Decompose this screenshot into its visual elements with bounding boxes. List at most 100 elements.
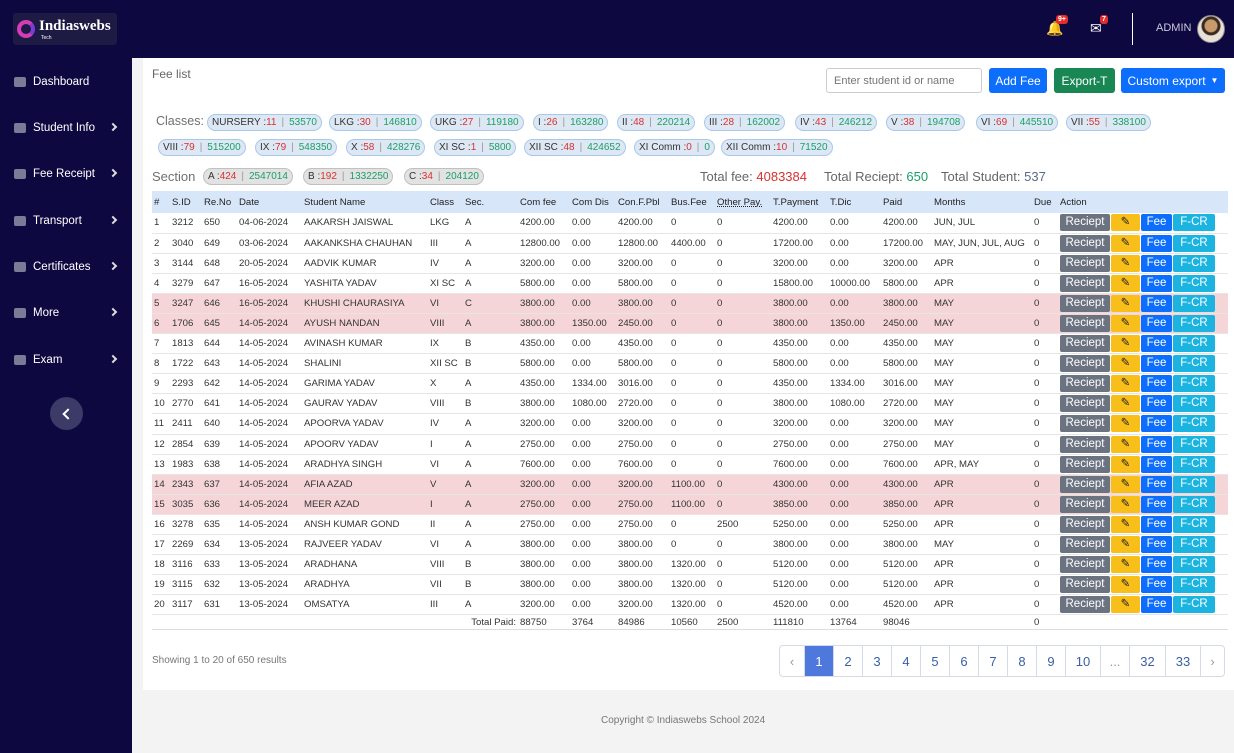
filter-chip[interactable]: XI SC :1 | 5800 (434, 139, 517, 156)
pagination-page[interactable]: 32 (1129, 646, 1165, 676)
filter-chip[interactable]: NURSERY :11 | 53570 (207, 114, 322, 131)
filter-chip[interactable]: A :424 | 2547014 (203, 168, 293, 185)
pagination-next[interactable]: › (1200, 646, 1224, 676)
filter-chip[interactable]: II :48 | 220214 (617, 114, 696, 131)
pagination-page[interactable]: 3 (862, 646, 891, 676)
search-input[interactable] (826, 68, 982, 93)
fcr-button[interactable]: F-CR (1173, 375, 1215, 393)
fee-button[interactable]: Fee (1141, 556, 1172, 574)
filter-chip[interactable]: VII :55 | 338100 (1066, 114, 1151, 131)
filter-chip[interactable]: B :192 | 1332250 (303, 168, 394, 185)
fcr-button[interactable]: F-CR (1173, 435, 1215, 453)
edit-icon[interactable]: ✎ (1111, 455, 1140, 473)
filter-chip[interactable]: LKG :30 | 146810 (329, 114, 422, 131)
edit-icon[interactable]: ✎ (1111, 234, 1140, 252)
receipt-button[interactable]: Reciept (1060, 375, 1110, 393)
fcr-button[interactable]: F-CR (1173, 274, 1215, 292)
fcr-button[interactable]: F-CR (1173, 596, 1215, 614)
edit-icon[interactable]: ✎ (1111, 435, 1140, 453)
fee-button[interactable]: Fee (1141, 254, 1172, 272)
fcr-button[interactable]: F-CR (1173, 294, 1215, 312)
pagination-page[interactable]: 2 (833, 646, 862, 676)
fcr-button[interactable]: F-CR (1173, 254, 1215, 272)
edit-icon[interactable]: ✎ (1111, 576, 1140, 594)
filter-chip[interactable]: V :38 | 194708 (886, 114, 966, 131)
fcr-button[interactable]: F-CR (1173, 335, 1215, 353)
brand-logo[interactable]: Indiaswebs Tech (13, 13, 117, 45)
receipt-button[interactable]: Reciept (1060, 294, 1110, 312)
edit-icon[interactable]: ✎ (1111, 596, 1140, 614)
receipt-button[interactable]: Reciept (1060, 415, 1110, 433)
add-fee-button[interactable]: Add Fee (989, 68, 1047, 93)
edit-icon[interactable]: ✎ (1111, 395, 1140, 413)
receipt-button[interactable]: Reciept (1060, 596, 1110, 614)
pagination-page[interactable]: 9 (1036, 646, 1065, 676)
pagination-page[interactable]: 1 (804, 646, 833, 676)
fcr-button[interactable]: F-CR (1173, 495, 1215, 513)
receipt-button[interactable]: Reciept (1060, 556, 1110, 574)
sidebar-item-dashboard[interactable]: Dashboard (0, 70, 132, 94)
fcr-button[interactable]: F-CR (1173, 355, 1215, 373)
envelope-icon[interactable]: ✉ 7 (1090, 15, 1108, 36)
fee-button[interactable]: Fee (1141, 536, 1172, 554)
fcr-button[interactable]: F-CR (1173, 556, 1215, 574)
pagination-page[interactable]: 5 (920, 646, 949, 676)
receipt-button[interactable]: Reciept (1060, 536, 1110, 554)
edit-icon[interactable]: ✎ (1111, 495, 1140, 513)
fee-button[interactable]: Fee (1141, 315, 1172, 333)
edit-icon[interactable]: ✎ (1111, 355, 1140, 373)
receipt-button[interactable]: Reciept (1060, 315, 1110, 333)
user-name[interactable]: ADMIN (1156, 22, 1192, 34)
receipt-button[interactable]: Reciept (1060, 355, 1110, 373)
custom-export-dropdown[interactable]: Custom export ▼ (1121, 68, 1225, 93)
receipt-button[interactable]: Reciept (1060, 455, 1110, 473)
fee-button[interactable]: Fee (1141, 435, 1172, 453)
filter-chip[interactable]: VI :69 | 445510 (976, 114, 1059, 131)
filter-chip[interactable]: VIII :79 | 515200 (158, 139, 246, 156)
receipt-button[interactable]: Reciept (1060, 214, 1110, 232)
fcr-button[interactable]: F-CR (1173, 214, 1215, 232)
bell-icon[interactable]: 🔔 9+ (1046, 15, 1068, 36)
edit-icon[interactable]: ✎ (1111, 214, 1140, 232)
receipt-button[interactable]: Reciept (1060, 395, 1110, 413)
filter-chip[interactable]: IX :79 | 548350 (255, 139, 338, 156)
sidebar-item-exam[interactable]: Exam (0, 348, 132, 372)
fee-button[interactable]: Fee (1141, 576, 1172, 594)
fcr-button[interactable]: F-CR (1173, 455, 1215, 473)
fee-button[interactable]: Fee (1141, 596, 1172, 614)
fcr-button[interactable]: F-CR (1173, 576, 1215, 594)
fee-button[interactable]: Fee (1141, 515, 1172, 533)
edit-icon[interactable]: ✎ (1111, 274, 1140, 292)
edit-icon[interactable]: ✎ (1111, 556, 1140, 574)
pagination-page[interactable]: 4 (891, 646, 920, 676)
edit-icon[interactable]: ✎ (1111, 515, 1140, 533)
fcr-button[interactable]: F-CR (1173, 315, 1215, 333)
fee-button[interactable]: Fee (1141, 335, 1172, 353)
filter-chip[interactable]: XII SC :48 | 424652 (524, 139, 626, 156)
receipt-button[interactable]: Reciept (1060, 435, 1110, 453)
filter-chip[interactable]: XI Comm :0 | 0 (634, 139, 715, 156)
edit-icon[interactable]: ✎ (1111, 536, 1140, 554)
filter-chip[interactable]: III :28 | 162002 (704, 114, 786, 131)
receipt-button[interactable]: Reciept (1060, 475, 1110, 493)
sidebar-item-more[interactable]: More (0, 301, 132, 325)
pagination-page[interactable]: 7 (978, 646, 1007, 676)
fee-button[interactable]: Fee (1141, 455, 1172, 473)
receipt-button[interactable]: Reciept (1060, 254, 1110, 272)
receipt-button[interactable]: Reciept (1060, 335, 1110, 353)
fee-button[interactable]: Fee (1141, 274, 1172, 292)
fee-button[interactable]: Fee (1141, 214, 1172, 232)
edit-icon[interactable]: ✎ (1111, 254, 1140, 272)
fcr-button[interactable]: F-CR (1173, 234, 1215, 252)
receipt-button[interactable]: Reciept (1060, 495, 1110, 513)
filter-chip[interactable]: I :26 | 163280 (533, 114, 609, 131)
fcr-button[interactable]: F-CR (1173, 475, 1215, 493)
fee-button[interactable]: Fee (1141, 495, 1172, 513)
fee-button[interactable]: Fee (1141, 475, 1172, 493)
avatar[interactable] (1197, 15, 1225, 43)
edit-icon[interactable]: ✎ (1111, 294, 1140, 312)
edit-icon[interactable]: ✎ (1111, 375, 1140, 393)
receipt-button[interactable]: Reciept (1060, 515, 1110, 533)
sidebar-item-fee-receipt[interactable]: Fee Receipt (0, 162, 132, 186)
fee-button[interactable]: Fee (1141, 234, 1172, 252)
